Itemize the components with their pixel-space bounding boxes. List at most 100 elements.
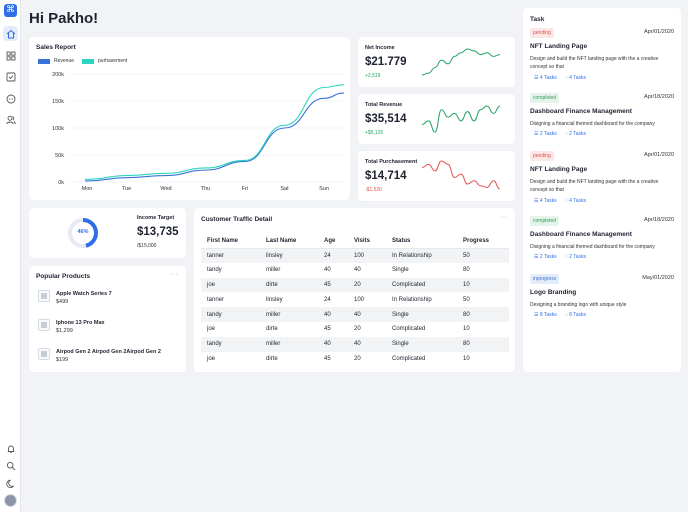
column-header[interactable]: First Name xyxy=(201,234,260,249)
income-target-goal: /$15,000 xyxy=(137,243,157,249)
table-cell: 40 xyxy=(354,267,361,274)
table-cell: 50 xyxy=(457,248,509,263)
table-cell: In Relationship xyxy=(392,296,432,303)
table-row[interactable]: tandy miller 40 40 Single 80 xyxy=(201,307,509,322)
comments-link[interactable]: ◌ 2 Tasks xyxy=(565,131,586,137)
traffic-table: First Name Last Name Age Visits Status P… xyxy=(201,234,509,366)
table-row[interactable]: joe dirte 45 20 Complicated 10 xyxy=(201,322,509,337)
stat-label: Total Revenue xyxy=(365,102,403,108)
task-item[interactable]: completed Apr/18/2020 Dashboard Finance Ma… xyxy=(530,216,674,272)
y-tick-label: 50k xyxy=(55,153,64,159)
column-header[interactable]: Progress xyxy=(457,234,509,249)
task-name: Dashboard Finance Management xyxy=(530,231,632,238)
product-image xyxy=(38,319,50,331)
subtasks-link[interactable]: ☰ 2 Tasks xyxy=(534,131,557,137)
list-icon: ☰ xyxy=(534,131,539,137)
task-description: Disigning a financial themed dashboard f… xyxy=(530,121,655,127)
stat-label: Total Purchasement xyxy=(365,159,418,165)
comments-link[interactable]: ◌ 4 Tasks xyxy=(565,75,586,81)
product-price: $1,299 xyxy=(56,328,73,334)
subtasks-link[interactable]: ☰ 4 Tasks xyxy=(534,75,557,81)
grid-icon[interactable] xyxy=(3,48,18,63)
table-cell: miller xyxy=(260,307,318,322)
table-row[interactable]: joe dirte 45 20 Complicated 10 xyxy=(201,277,509,293)
task-panel: Task pending Apr/01/2020 NFT Landing Page D… xyxy=(523,8,681,372)
bell-icon[interactable] xyxy=(3,441,18,456)
stat-change: +2,519 xyxy=(365,73,381,79)
subtasks-link[interactable]: ☰ 4 Tasks xyxy=(534,198,557,204)
app-logo[interactable]: ⌘ xyxy=(4,4,17,17)
checklist-icon[interactable] xyxy=(3,69,18,84)
task-name: Logo Branding xyxy=(530,289,577,296)
column-header[interactable]: Last Name xyxy=(260,234,318,249)
more-options-icon[interactable]: ··· xyxy=(499,214,508,221)
product-item[interactable]: Apple Watch Series 7 $499 xyxy=(38,288,112,308)
column-header[interactable]: Status xyxy=(386,234,457,249)
chart-legend: Revenue purhasement xyxy=(38,58,127,64)
table-row[interactable]: tanner linsley 24 100 In Relationship 50 xyxy=(201,248,509,263)
x-tick-label: Tue xyxy=(122,186,131,192)
table-row[interactable]: tanner linsley 24 100 In Relationship 50 xyxy=(201,292,509,307)
more-options-icon[interactable]: ··· xyxy=(170,271,179,278)
table-row[interactable]: joe dirte 45 20 Complicated 10 xyxy=(201,352,509,367)
comment-icon: ◌ xyxy=(564,312,568,318)
table-cell: 80 xyxy=(457,336,509,352)
search-icon[interactable] xyxy=(3,458,18,473)
y-tick-label: 100k xyxy=(52,126,64,132)
comments-count: 2 Tasks xyxy=(569,131,586,137)
column-header[interactable]: Age xyxy=(318,234,348,249)
subtasks-link[interactable]: ☰ 8 Tasks xyxy=(534,312,557,318)
column-header[interactable]: Visits xyxy=(348,234,386,249)
chat-icon[interactable] xyxy=(3,91,18,106)
x-tick-label: Fri xyxy=(242,186,248,192)
legend-swatch-revenue xyxy=(38,58,50,64)
legend-label-purchasement: purhasement xyxy=(98,58,128,64)
page-title: Hi Pakho! xyxy=(29,10,99,27)
list-icon: ☰ xyxy=(534,254,539,260)
task-item[interactable]: pending Apr/01/2020 NFT Landing Page Design… xyxy=(530,151,674,207)
comments-link[interactable]: ◌ 4 Tasks xyxy=(565,198,586,204)
home-icon[interactable] xyxy=(3,26,18,41)
comments-link[interactable]: ◌ 8 Tasks xyxy=(565,312,586,318)
stat-value: $21.779 xyxy=(365,56,407,68)
table-row[interactable]: tandy miller 40 40 Single 80 xyxy=(201,336,509,352)
table-cell: 20 xyxy=(348,277,386,293)
legend-swatch-purchasement xyxy=(82,58,95,64)
legend-label-revenue: Revenue xyxy=(54,58,75,64)
table-cell: Single xyxy=(386,336,457,352)
comments-link[interactable]: ◌ 2 Tasks xyxy=(565,254,586,260)
table-cell: 45 xyxy=(318,277,348,293)
table-cell: In Relationship xyxy=(386,248,457,263)
subtasks-count: 2 Tasks xyxy=(539,131,557,137)
task-item[interactable]: pending Apr/01/2020 NFT Landing Page Design… xyxy=(530,28,674,84)
task-item[interactable]: inprogress May/01/2020 Logo Branding Design… xyxy=(530,274,674,330)
subtasks-count: 4 Tasks xyxy=(539,198,557,204)
table-cell: tandy xyxy=(201,307,260,322)
moon-icon[interactable] xyxy=(3,476,18,491)
table-cell: 45 xyxy=(324,326,331,333)
donut-progress xyxy=(68,218,98,248)
task-meta: ☰ 4 Tasks ◌ 4 Tasks xyxy=(534,198,586,204)
task-item[interactable]: completed Apr/18/2020 Dashboard Finance Ma… xyxy=(530,93,674,149)
stat-value: $14,714 xyxy=(365,170,407,182)
subtasks-count: 2 Tasks xyxy=(539,254,557,260)
table-cell: 80 xyxy=(457,307,509,322)
users-icon[interactable] xyxy=(3,112,18,127)
subtasks-link[interactable]: ☰ 2 Tasks xyxy=(534,254,557,260)
task-description: Design and build the NFT landing page wi… xyxy=(530,56,659,70)
table-cell: dirte xyxy=(266,326,278,333)
table-cell: 40 xyxy=(324,267,331,274)
user-avatar[interactable] xyxy=(4,494,17,507)
comments-count: 2 Tasks xyxy=(569,254,586,260)
series-line-purchasement xyxy=(84,84,345,180)
table-cell: miller xyxy=(260,336,318,352)
product-item[interactable]: Airpod Gen 2 Airpod Gen 2Airpod Gen 2 $19… xyxy=(38,346,161,366)
table-cell: 45 xyxy=(324,355,331,362)
sales-report-card: Sales Report Revenue purhasement 0k 50k 10… xyxy=(29,37,350,200)
donut-percent: 46% xyxy=(77,229,89,235)
stat-value: $35,514 xyxy=(365,113,407,125)
task-meta: ☰ 2 Tasks ◌ 2 Tasks xyxy=(534,131,586,137)
table-row[interactable]: tandy miller 40 40 Single 80 xyxy=(201,263,509,278)
table-cell: 10 xyxy=(457,277,509,293)
product-item[interactable]: Iphone 13 Pro Max $1,299 xyxy=(38,317,105,337)
